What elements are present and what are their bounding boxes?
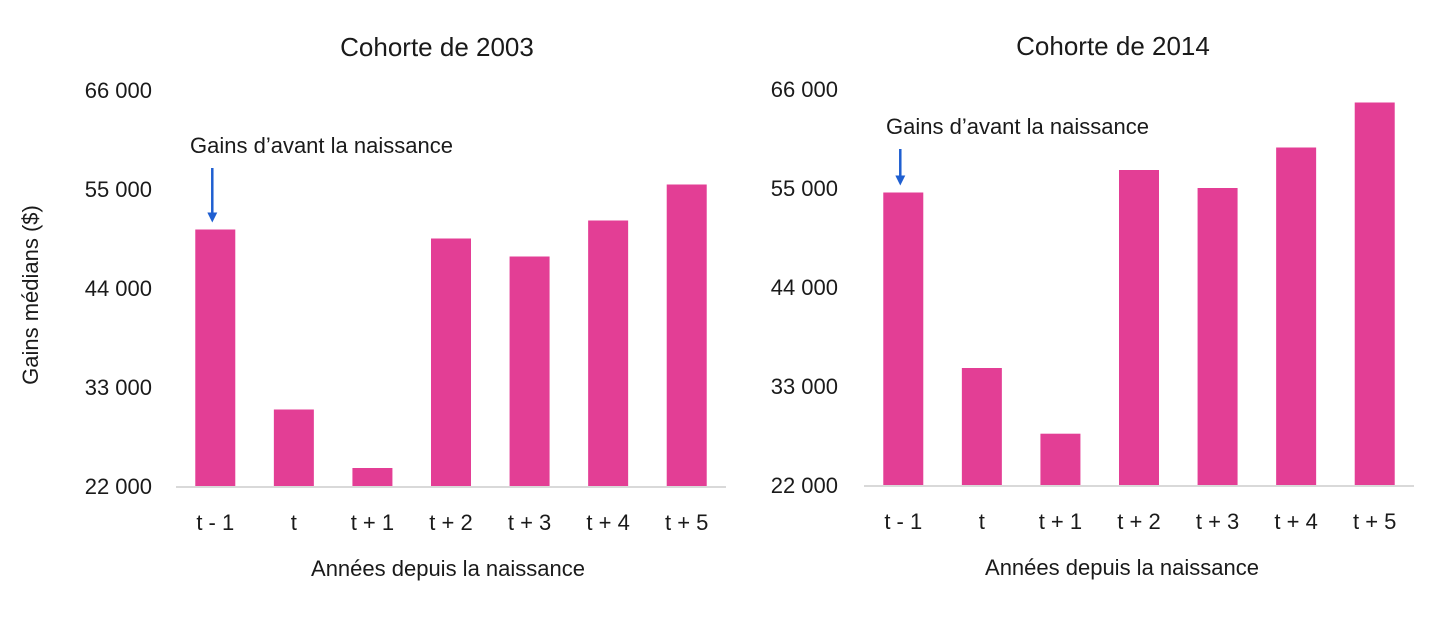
- bar: [431, 238, 471, 486]
- x-tick-label: t - 1: [196, 510, 234, 535]
- x-tick-label: t + 5: [665, 510, 708, 535]
- x-tick-label: t + 2: [1117, 509, 1160, 534]
- annotation-text: Gains d’avant la naissance: [886, 114, 1149, 139]
- x-tick-label: t + 3: [508, 510, 551, 535]
- bar: [961, 368, 1002, 485]
- x-tick-label: t + 2: [429, 510, 472, 535]
- x-tick-label: t + 4: [586, 510, 629, 535]
- bar: [1197, 188, 1238, 485]
- chart-title: Cohorte de 2014: [1016, 31, 1210, 61]
- y-tick-label: 33 000: [85, 375, 152, 400]
- y-tick-label: 66 000: [85, 78, 152, 103]
- bar: [509, 256, 550, 486]
- bar: [883, 192, 924, 485]
- y-tick-label: 44 000: [771, 275, 838, 300]
- bar: [666, 184, 707, 486]
- y-tick-label: 33 000: [771, 374, 838, 399]
- bar: [1040, 433, 1081, 485]
- y-tick-label: 22 000: [771, 473, 838, 498]
- bar: [273, 409, 314, 486]
- bar: [588, 220, 629, 486]
- y-tick-label: 55 000: [85, 177, 152, 202]
- chart-title: Cohorte de 2003: [340, 32, 534, 62]
- x-tick-label: t - 1: [884, 509, 922, 534]
- y-axis-label: Gains médians ($): [18, 205, 43, 385]
- x-tick-label: t: [979, 509, 985, 534]
- bar: [1119, 170, 1159, 485]
- y-tick-label: 44 000: [85, 276, 152, 301]
- x-tick-label: t + 5: [1353, 509, 1396, 534]
- annotation-text: Gains d’avant la naissance: [190, 133, 453, 158]
- x-axis-label: Années depuis la naissance: [985, 555, 1259, 580]
- x-tick-label: t + 4: [1274, 509, 1317, 534]
- bar: [1354, 102, 1395, 485]
- x-tick-label: t: [291, 510, 297, 535]
- x-tick-label: t + 1: [351, 510, 394, 535]
- y-tick-label: 55 000: [771, 176, 838, 201]
- x-tick-label: t + 1: [1039, 509, 1082, 534]
- x-tick-label: t + 3: [1196, 509, 1239, 534]
- bar: [352, 468, 393, 486]
- chart-panel-1: Cohorte de 2003 22 000 33 000 44 000 55 000 6…: [85, 32, 726, 581]
- y-tick-label: 66 000: [771, 77, 838, 102]
- x-axis-label: Années depuis la naissance: [311, 556, 585, 581]
- chart-panel-2: Cohorte de 2014 22 000 33 000 44 000 55 000 6…: [771, 31, 1414, 580]
- bar: [1276, 147, 1317, 485]
- y-tick-label: 22 000: [85, 474, 152, 499]
- bar: [195, 229, 236, 486]
